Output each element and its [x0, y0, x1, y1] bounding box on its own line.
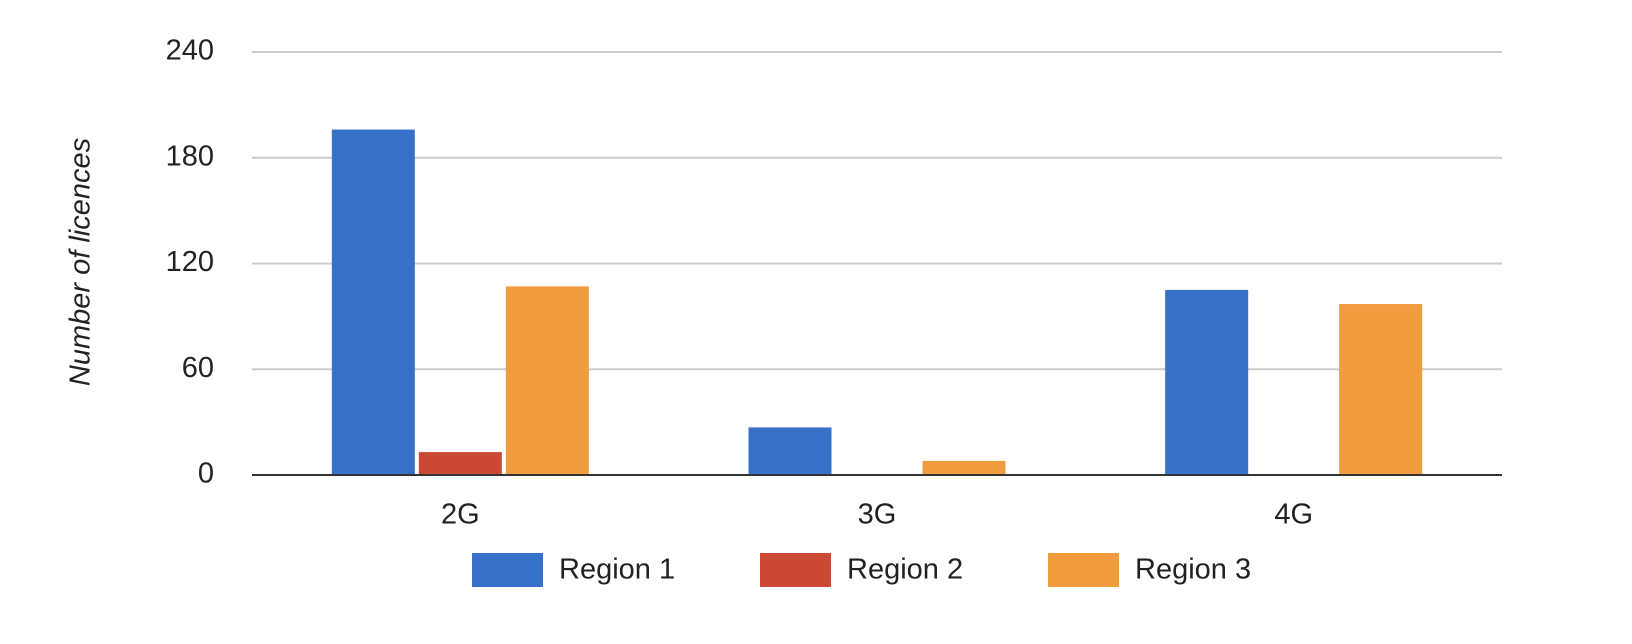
bar — [922, 460, 1006, 475]
bar — [331, 129, 415, 476]
y-tick-label: 0 — [198, 458, 214, 490]
legend-swatch — [760, 553, 831, 587]
y-tick-label: 180 — [166, 140, 214, 172]
x-tick-label: 2G — [441, 499, 480, 531]
y-tick-label: 60 — [182, 352, 214, 384]
bar — [505, 286, 589, 475]
legend-swatch — [472, 553, 543, 587]
legend-label: Region 1 — [559, 554, 675, 586]
y-tick-label: 240 — [166, 35, 214, 67]
bar — [1165, 289, 1249, 475]
x-tick-label: 3G — [858, 499, 897, 531]
bar — [418, 452, 502, 475]
legend-swatch — [1048, 553, 1119, 587]
y-tick-label: 120 — [166, 246, 214, 278]
x-tick-label: 4G — [1274, 499, 1313, 531]
bar — [748, 427, 832, 475]
y-axis-title: Number of licences — [65, 138, 97, 386]
bar — [1339, 304, 1423, 475]
legend-label: Region 3 — [1135, 554, 1251, 586]
legend-label: Region 2 — [847, 554, 963, 586]
